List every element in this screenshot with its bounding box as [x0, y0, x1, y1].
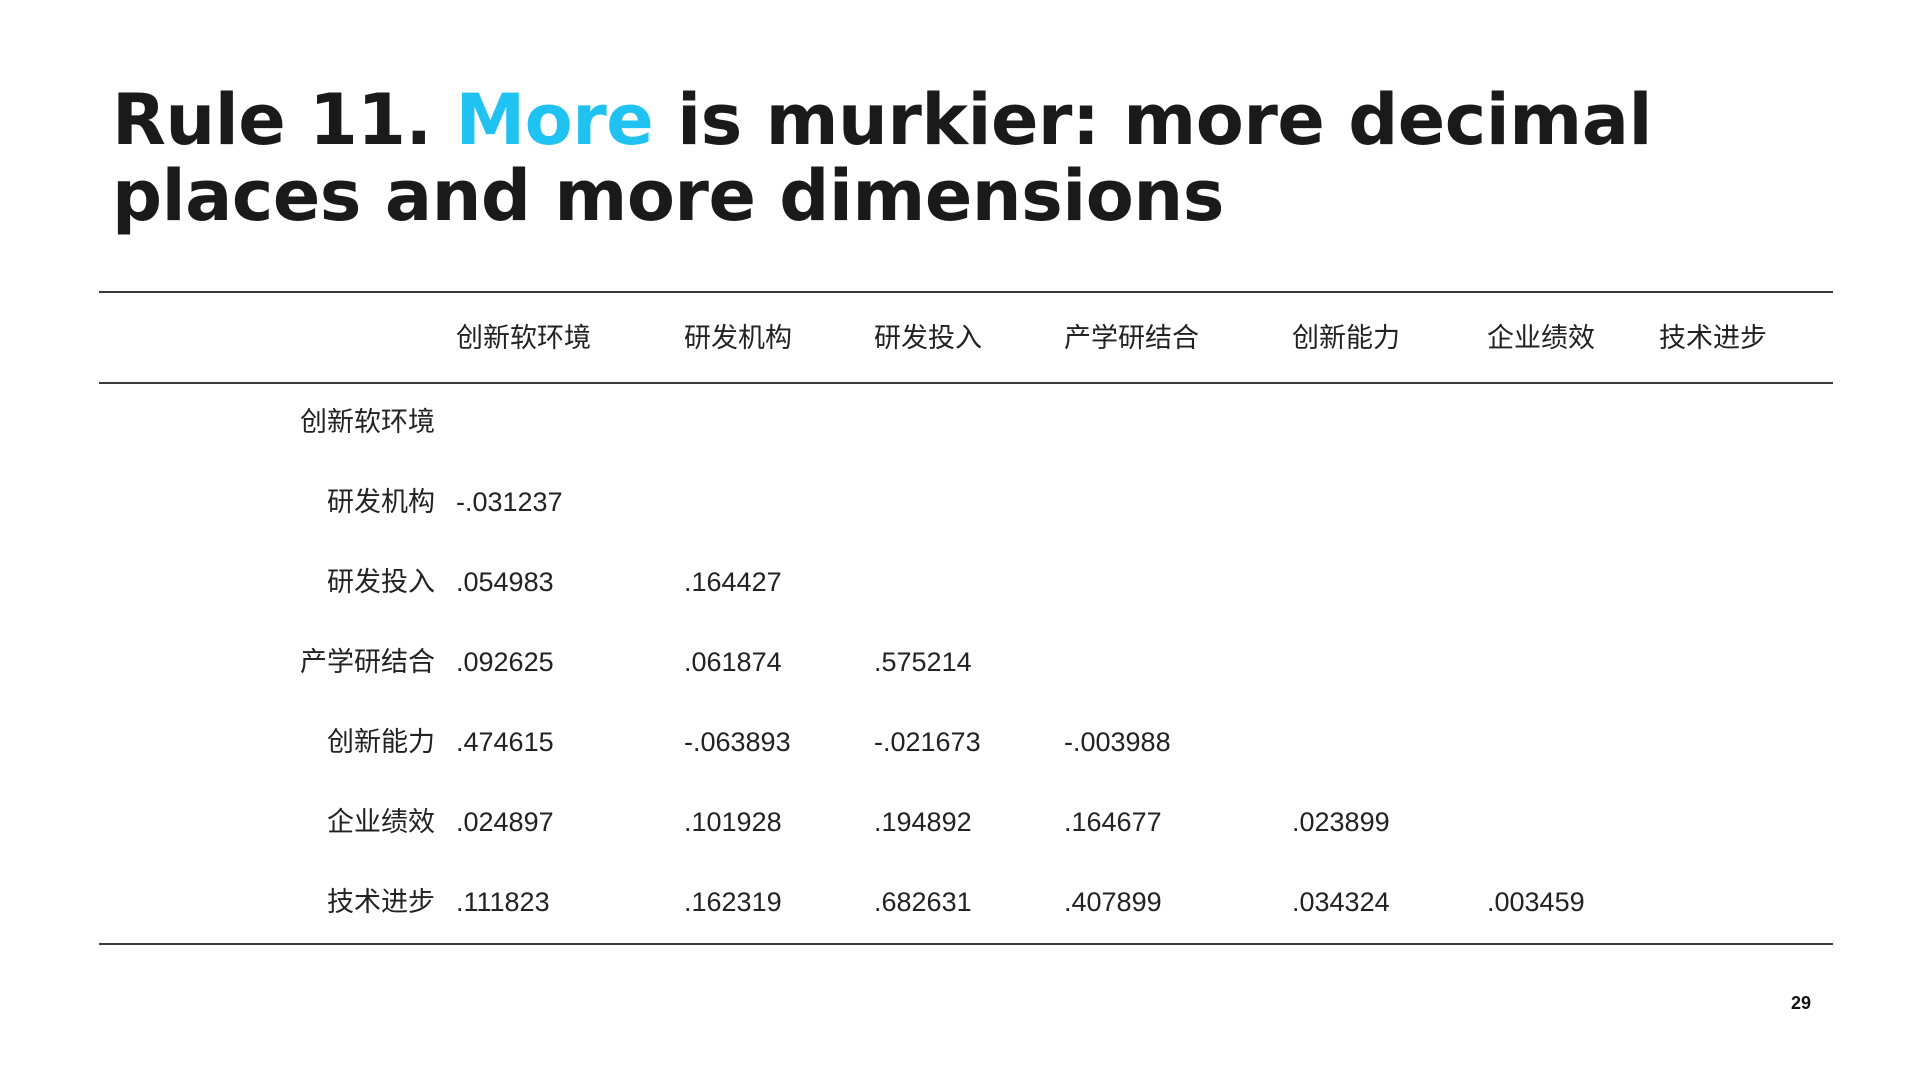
- column-header: 产学研结合: [1064, 323, 1199, 353]
- table-cell: .194892: [874, 807, 972, 837]
- table-cell: .003459: [1487, 887, 1585, 917]
- column-header: 企业绩效: [1487, 323, 1595, 353]
- column-header: 创新软环境: [456, 323, 591, 353]
- row-label: 产学研结合: [300, 647, 435, 677]
- table-cell: .164677: [1064, 807, 1162, 837]
- table-cell: .024897: [456, 807, 554, 837]
- title-highlight: More: [455, 79, 654, 161]
- table-cell: .164427: [684, 567, 782, 597]
- table-cell: .407899: [1064, 887, 1162, 917]
- table-cell: -.003988: [1064, 727, 1171, 757]
- table-cell: .682631: [874, 887, 972, 917]
- row-label: 研发投入: [327, 567, 435, 597]
- column-header: 创新能力: [1292, 323, 1400, 353]
- table-cell: -.031237: [456, 487, 563, 517]
- title-rest: is murkier: more decimal places and more…: [112, 79, 1652, 237]
- slide-title: Rule 11. More is murkier: more decimal p…: [112, 82, 1892, 234]
- table-cell: .023899: [1292, 807, 1390, 837]
- table-cell: .034324: [1292, 887, 1390, 917]
- table-cell: -.021673: [874, 727, 981, 757]
- table-cell: .092625: [456, 647, 554, 677]
- table-cell: .111823: [456, 887, 550, 917]
- table-cell: .575214: [874, 647, 972, 677]
- table-bottom-rule: [99, 943, 1833, 945]
- row-label: 创新能力: [327, 727, 435, 757]
- column-header: 研发投入: [874, 323, 982, 353]
- table-cell: .162319: [684, 887, 782, 917]
- table-cell: .054983: [456, 567, 554, 597]
- row-label: 技术进步: [327, 887, 435, 917]
- table-cell: .474615: [456, 727, 554, 757]
- row-label: 企业绩效: [327, 807, 435, 837]
- column-header: 技术进步: [1659, 323, 1767, 353]
- table-top-rule: [99, 291, 1833, 293]
- title-prefix: Rule 11.: [112, 79, 456, 161]
- table-cell: .061874: [684, 647, 782, 677]
- table-cell: .101928: [684, 807, 782, 837]
- row-label: 创新软环境: [300, 407, 435, 437]
- page-number: 29: [1790, 993, 1811, 1013]
- table-header-rule: [99, 382, 1833, 384]
- row-label: 研发机构: [327, 487, 435, 517]
- table-cell: -.063893: [684, 727, 791, 757]
- column-header: 研发机构: [684, 323, 792, 353]
